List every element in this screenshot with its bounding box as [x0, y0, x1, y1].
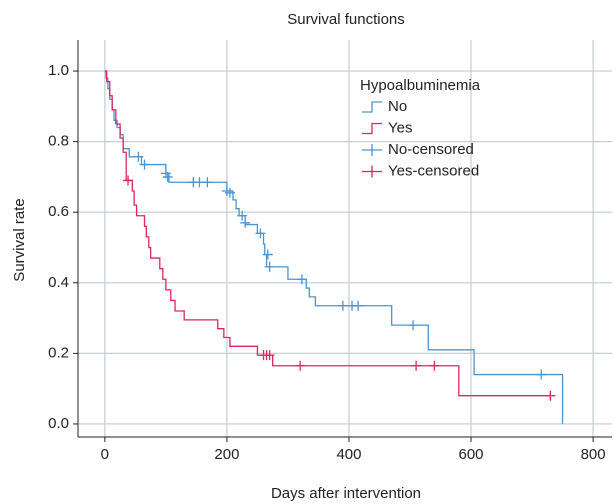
censor-marker: [255, 228, 266, 239]
censor-marker: [262, 249, 273, 260]
legend-label: No: [388, 98, 407, 115]
legend-icon: [362, 144, 382, 156]
legend-label: Yes: [388, 119, 412, 136]
x-tick-label: 400: [336, 446, 361, 463]
y-tick-label: 0.0: [48, 415, 69, 432]
censor-marker: [429, 360, 440, 371]
x-tick-label: 0: [101, 446, 109, 463]
censor-marker: [264, 261, 275, 272]
censor-marker: [133, 151, 144, 162]
survival-line: [104, 70, 564, 424]
x-axis-label: Days after intervention: [271, 485, 421, 502]
censor-marker: [264, 350, 275, 361]
y-tick-label: 1.0: [48, 62, 69, 79]
legend-title: Hypoalbuminemia: [360, 77, 481, 94]
censor-marker: [123, 175, 134, 186]
legend-icon: [362, 165, 382, 178]
legend-label: Yes-censored: [388, 162, 479, 179]
chart-title: Survival functions: [287, 11, 405, 28]
censor-marker: [295, 360, 306, 371]
censor-marker: [296, 274, 307, 285]
censor-marker: [536, 369, 547, 380]
censor-marker: [411, 360, 422, 371]
censor-marker: [224, 187, 235, 198]
censor-marker: [408, 320, 419, 331]
legend-label: No-censored: [388, 141, 474, 158]
censor-marker: [237, 210, 248, 221]
censor-marker: [353, 300, 364, 311]
y-tick-label: 0.2: [48, 344, 69, 361]
survival-line: [104, 70, 551, 397]
legend-icon: [362, 101, 382, 113]
x-tick-label: 200: [214, 446, 239, 463]
censor-marker: [240, 217, 251, 228]
censor-marker: [545, 390, 556, 401]
censor-marker: [337, 300, 348, 311]
y-tick-label: 0.4: [48, 274, 69, 291]
censor-marker: [162, 171, 173, 182]
legend-icon: [362, 122, 382, 135]
censor-marker: [202, 177, 213, 188]
x-tick-label: 600: [459, 446, 484, 463]
y-tick-label: 0.6: [48, 203, 69, 220]
x-tick-label: 800: [581, 446, 606, 463]
y-tick-label: 0.8: [48, 133, 69, 150]
censor-marker: [139, 159, 150, 170]
y-axis-label: Survival rate: [11, 198, 28, 281]
